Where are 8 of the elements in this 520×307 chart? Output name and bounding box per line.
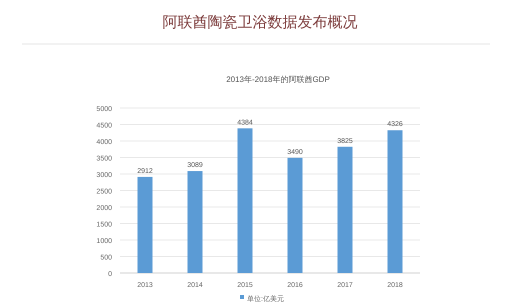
chart-title: 阿联酋陶瓷卫浴数据发布概况	[162, 14, 358, 31]
bar	[188, 171, 202, 273]
bar	[338, 146, 352, 273]
bar	[238, 128, 252, 273]
chart-subtitle: 2013年-2018年的阿联酋GDP	[226, 75, 330, 84]
bar	[388, 130, 402, 273]
bar	[288, 158, 302, 273]
bar	[138, 176, 152, 273]
